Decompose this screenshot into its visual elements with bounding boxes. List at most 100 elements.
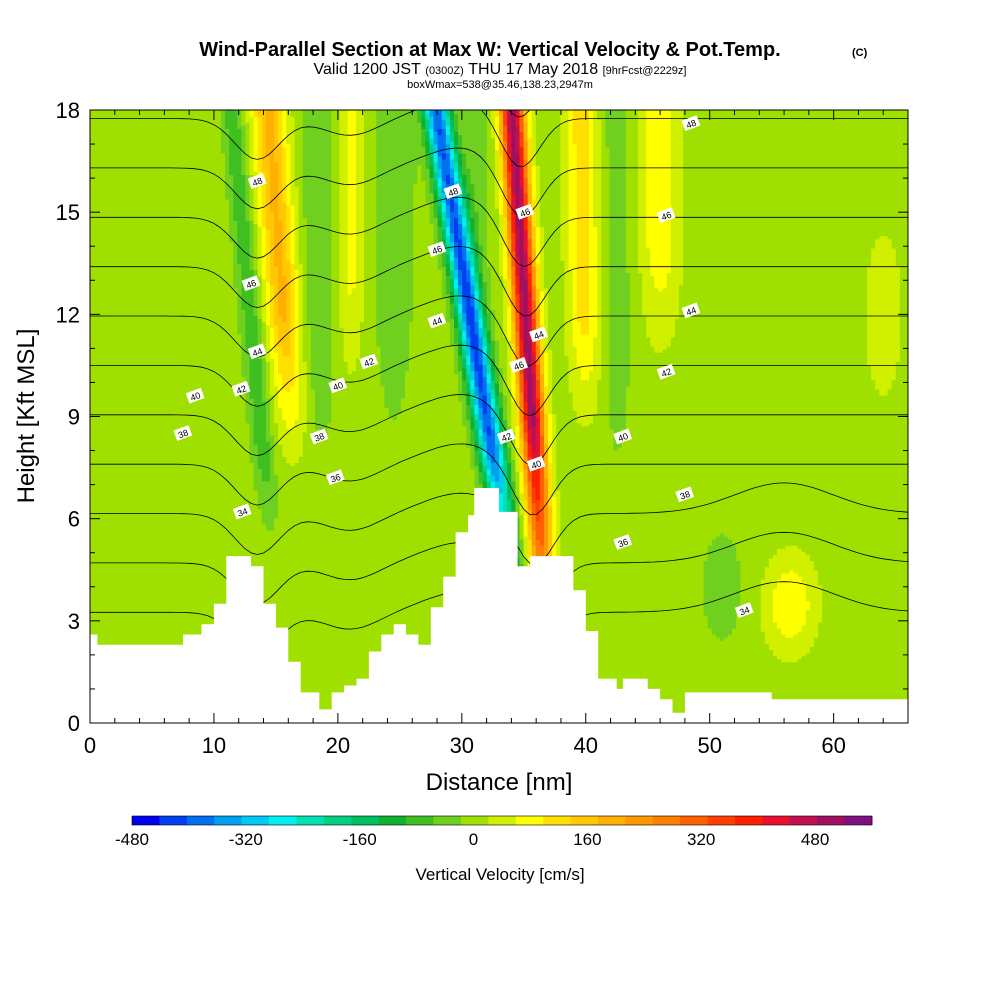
velocity-cell — [801, 551, 807, 583]
velocity-cell — [507, 480, 512, 500]
velocity-cell — [454, 269, 459, 280]
velocity-cell — [478, 453, 484, 464]
theta-contour-line — [90, 246, 908, 317]
velocity-cell — [139, 110, 144, 723]
velocity-cell — [229, 241, 234, 723]
velocity-cell — [200, 110, 206, 723]
velocity-cell — [597, 110, 602, 120]
velocity-cell — [499, 110, 504, 114]
velocity-cell — [474, 321, 480, 335]
velocity-cell — [433, 162, 439, 172]
velocity-cell — [548, 349, 553, 415]
velocity-cell — [269, 395, 275, 436]
velocity-cell — [503, 474, 508, 525]
velocity-cell — [257, 275, 263, 320]
theta-label-text: 40 — [332, 380, 345, 393]
theta-label-bg — [681, 115, 701, 132]
velocity-cell — [609, 110, 615, 430]
velocity-cell — [466, 192, 471, 209]
velocity-cell — [482, 450, 488, 457]
velocity-cell — [134, 110, 140, 723]
velocity-cell — [237, 110, 242, 129]
subtitle-line: Valid 1200 JST (0300Z) THU 17 May 2018 [… — [314, 61, 687, 78]
velocity-cell — [458, 284, 463, 295]
velocity-cell — [445, 174, 451, 185]
velocity-cell — [642, 110, 647, 316]
velocity-cell — [625, 272, 631, 387]
velocity-cell — [470, 388, 476, 399]
velocity-cell — [887, 110, 893, 240]
velocity-cell — [490, 379, 496, 390]
velocity-cell — [265, 361, 271, 399]
velocity-cell — [499, 134, 504, 157]
velocity-cell — [429, 143, 435, 157]
velocity-cell — [454, 296, 459, 307]
velocity-cell — [257, 468, 263, 510]
velocity-cell — [490, 370, 496, 381]
velocity-cell — [155, 110, 161, 723]
velocity-cell — [507, 186, 512, 206]
velocity-cell — [654, 110, 660, 289]
velocity-cell — [789, 661, 795, 723]
velocity-cell — [474, 450, 480, 467]
velocity-cell — [278, 143, 283, 221]
velocity-cell — [478, 336, 484, 350]
velocity-cell — [732, 627, 737, 723]
velocity-cell — [233, 110, 238, 221]
velocity-cell — [298, 263, 304, 457]
theta-label: 46 — [509, 357, 529, 373]
velocity-cell — [580, 110, 586, 335]
velocity-cell — [777, 578, 782, 629]
velocity-cell — [511, 401, 516, 433]
velocity-cell — [458, 214, 463, 224]
velocity-cell — [535, 263, 541, 289]
velocity-cell — [490, 358, 496, 372]
velocity-cell — [593, 413, 598, 723]
velocity-cell — [793, 110, 799, 546]
velocity-cell — [523, 483, 529, 500]
colorbar-swatch — [707, 816, 736, 825]
velocity-cell — [372, 110, 377, 723]
colorbar-swatch — [515, 816, 544, 825]
velocity-cell — [490, 462, 496, 476]
velocity-cell — [441, 110, 447, 120]
theta-label-bg — [427, 241, 447, 258]
velocity-cell — [805, 652, 811, 723]
theta-label-text: 38 — [313, 431, 326, 444]
theta-label-text: 46 — [431, 244, 444, 257]
velocity-cell — [220, 152, 226, 723]
velocity-cell — [478, 327, 484, 338]
velocity-cell — [486, 266, 492, 313]
velocity-cell — [523, 431, 529, 442]
velocity-cell — [466, 364, 471, 375]
velocity-cell — [290, 428, 296, 467]
velocity-cell — [425, 110, 431, 114]
colorbar-swatch — [652, 816, 681, 825]
theta-label-bg — [309, 428, 329, 445]
velocity-cell — [490, 110, 496, 139]
velocity-cell — [519, 217, 525, 292]
theta-label-bg — [359, 353, 379, 370]
velocity-cell — [666, 272, 672, 347]
colorbar-swatch — [680, 816, 708, 825]
velocity-cell — [449, 140, 455, 151]
velocity-cell — [253, 116, 259, 172]
velocity-cell — [535, 226, 541, 264]
velocity-cell — [302, 361, 308, 433]
velocity-cell — [494, 382, 500, 396]
velocity-cell — [224, 198, 230, 723]
velocity-cell — [523, 468, 529, 485]
colorbar-swatch — [817, 816, 845, 825]
velocity-cell — [441, 266, 447, 298]
velocity-cell — [478, 444, 484, 454]
velocity-cell — [527, 557, 533, 574]
velocity-cell — [462, 226, 467, 237]
velocity-cell — [474, 281, 480, 292]
velocity-cell — [159, 110, 165, 723]
velocity-cell — [511, 250, 516, 267]
velocity-cell — [781, 110, 786, 549]
velocity-cell — [458, 312, 463, 323]
velocity-cell — [274, 162, 279, 267]
velocity-cell — [715, 110, 721, 537]
